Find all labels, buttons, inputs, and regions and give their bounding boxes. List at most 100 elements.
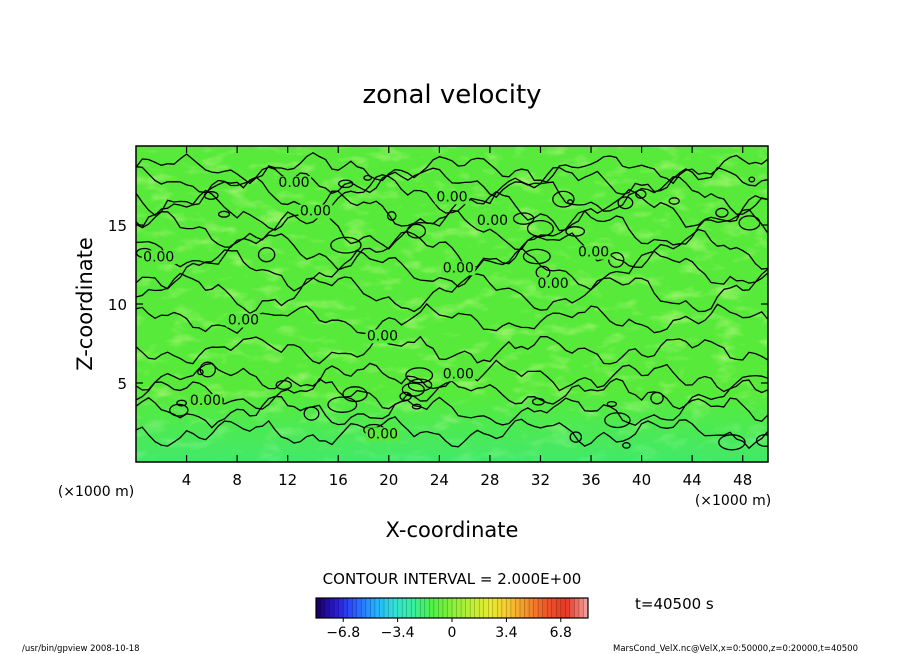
contour-label-bg — [365, 427, 400, 442]
y-axis-label: Z-coordinate — [73, 237, 97, 371]
colorbar-cell — [565, 598, 571, 618]
colorbar-cell — [492, 598, 498, 618]
y-tick-label: 10 — [108, 296, 127, 314]
contour-label: 0.00 — [228, 313, 259, 329]
contour-cell — [405, 367, 434, 384]
contour-cell — [617, 196, 634, 210]
contour-line — [136, 246, 768, 292]
colorbar-tick-label: −6.8 — [326, 625, 360, 641]
contour-label-bg — [536, 277, 571, 292]
plot-area: 0.00 0.00 0.00 0.00 0.00 0.00 0.00 0.00 0.00 0.00… — [136, 146, 768, 462]
colorbar-cell — [551, 598, 557, 618]
colorbar-cell — [329, 598, 335, 618]
colorbar-cell — [533, 598, 539, 618]
contour-cell — [386, 211, 397, 221]
contour-cell — [650, 391, 664, 405]
contour-label: 0.00 — [143, 249, 174, 265]
contour-cell — [622, 442, 631, 449]
colorbar-cell — [438, 598, 444, 618]
contour-label-bg — [435, 190, 469, 205]
contour-cell — [522, 248, 551, 265]
x-tick-label: 32 — [531, 471, 550, 489]
contour-line — [136, 228, 768, 271]
contour-line — [136, 303, 768, 335]
colorbar-cell — [365, 598, 371, 618]
colorbar-cell — [465, 598, 471, 618]
contour-cell — [407, 378, 433, 392]
colorbar-cell — [442, 598, 448, 618]
colorbar-cell — [370, 598, 376, 618]
contour-cell — [169, 403, 189, 417]
contour-label: 0.00 — [367, 426, 398, 442]
colorbar-cell — [483, 598, 489, 618]
y-axis: 5 10 15 — [108, 217, 768, 393]
colorbar-cell — [384, 598, 389, 618]
contour-line — [136, 335, 768, 365]
contour-label-bg — [365, 329, 400, 344]
contour-label-bg — [188, 394, 223, 409]
colorbar-tick-label: −3.4 — [381, 625, 415, 641]
colorbar-cell — [447, 598, 453, 618]
contour-cell — [217, 210, 231, 218]
colorbar-cell — [470, 598, 476, 618]
colorbar-cell — [569, 598, 575, 618]
x-tick-label: 4 — [182, 471, 192, 489]
colorbar-cell — [361, 598, 367, 618]
colorbar-cell — [461, 598, 466, 618]
contour-label-bg — [141, 250, 176, 265]
contour-cell — [406, 223, 427, 239]
contour-label: 0.00 — [443, 260, 474, 276]
contour-cell — [275, 379, 293, 391]
colorbar-cell — [429, 598, 435, 618]
colorbar-cell — [574, 598, 580, 618]
contour-cell — [338, 179, 354, 189]
contour-cell — [512, 212, 535, 225]
contour-label: 0.00 — [300, 204, 331, 220]
contour-cell — [668, 197, 680, 205]
colorbar-cell — [393, 598, 398, 618]
colorbar-cell — [542, 598, 548, 618]
contour-cell — [715, 207, 729, 218]
colorbar-cell — [506, 598, 512, 618]
colorbar-cell — [316, 598, 321, 618]
contour-line — [136, 174, 768, 217]
contour-cell — [606, 400, 617, 408]
contour-cell — [203, 191, 219, 200]
colorbar-cell — [338, 598, 344, 618]
contour-labels: 0.00 0.00 0.00 0.00 0.00 0.00 0.00 0.00 0.00 0.00… — [141, 175, 611, 442]
contour-line — [136, 272, 768, 315]
colorbar-cell — [501, 598, 507, 618]
x-tick-label: 40 — [632, 471, 651, 489]
contour-label: 0.00 — [278, 175, 309, 191]
colorbar-cell — [411, 598, 417, 618]
colorbar-tick-label: 6.8 — [550, 625, 572, 641]
colorbar-cell — [474, 598, 480, 618]
colorbar-cell — [515, 598, 521, 618]
contour-label: 0.00 — [443, 366, 474, 382]
colorbar-cell — [488, 598, 494, 618]
contour-cell — [718, 434, 746, 451]
colorbar-cell — [352, 598, 358, 618]
x-tick-label: 16 — [329, 471, 348, 489]
colorbar-cell — [325, 598, 330, 618]
contour-label-bg — [277, 176, 311, 191]
colorbar-cell — [402, 598, 408, 618]
contour-cell — [567, 199, 574, 205]
contour-label: 0.00 — [190, 393, 221, 409]
contour-cell — [755, 434, 768, 447]
contour-cell — [748, 176, 756, 183]
colorbar-cell — [356, 598, 362, 618]
colorbar-cell — [374, 598, 380, 618]
contour-lines — [136, 151, 768, 451]
contour-label-bg — [298, 204, 333, 219]
colorbar: −6.8 −3.4 0 3.4 6.8 — [315, 597, 589, 641]
colorbar-cell — [347, 598, 353, 618]
footer-left: /usr/bin/gpview 2008-10-18 — [22, 644, 140, 654]
colorbar-cell — [424, 598, 430, 618]
contour-line — [136, 166, 768, 199]
x-tick-label: 12 — [278, 471, 297, 489]
contour-cell — [363, 174, 373, 181]
contour-cell — [330, 236, 362, 254]
contour-cell — [303, 406, 320, 421]
contour-cell — [327, 396, 358, 413]
